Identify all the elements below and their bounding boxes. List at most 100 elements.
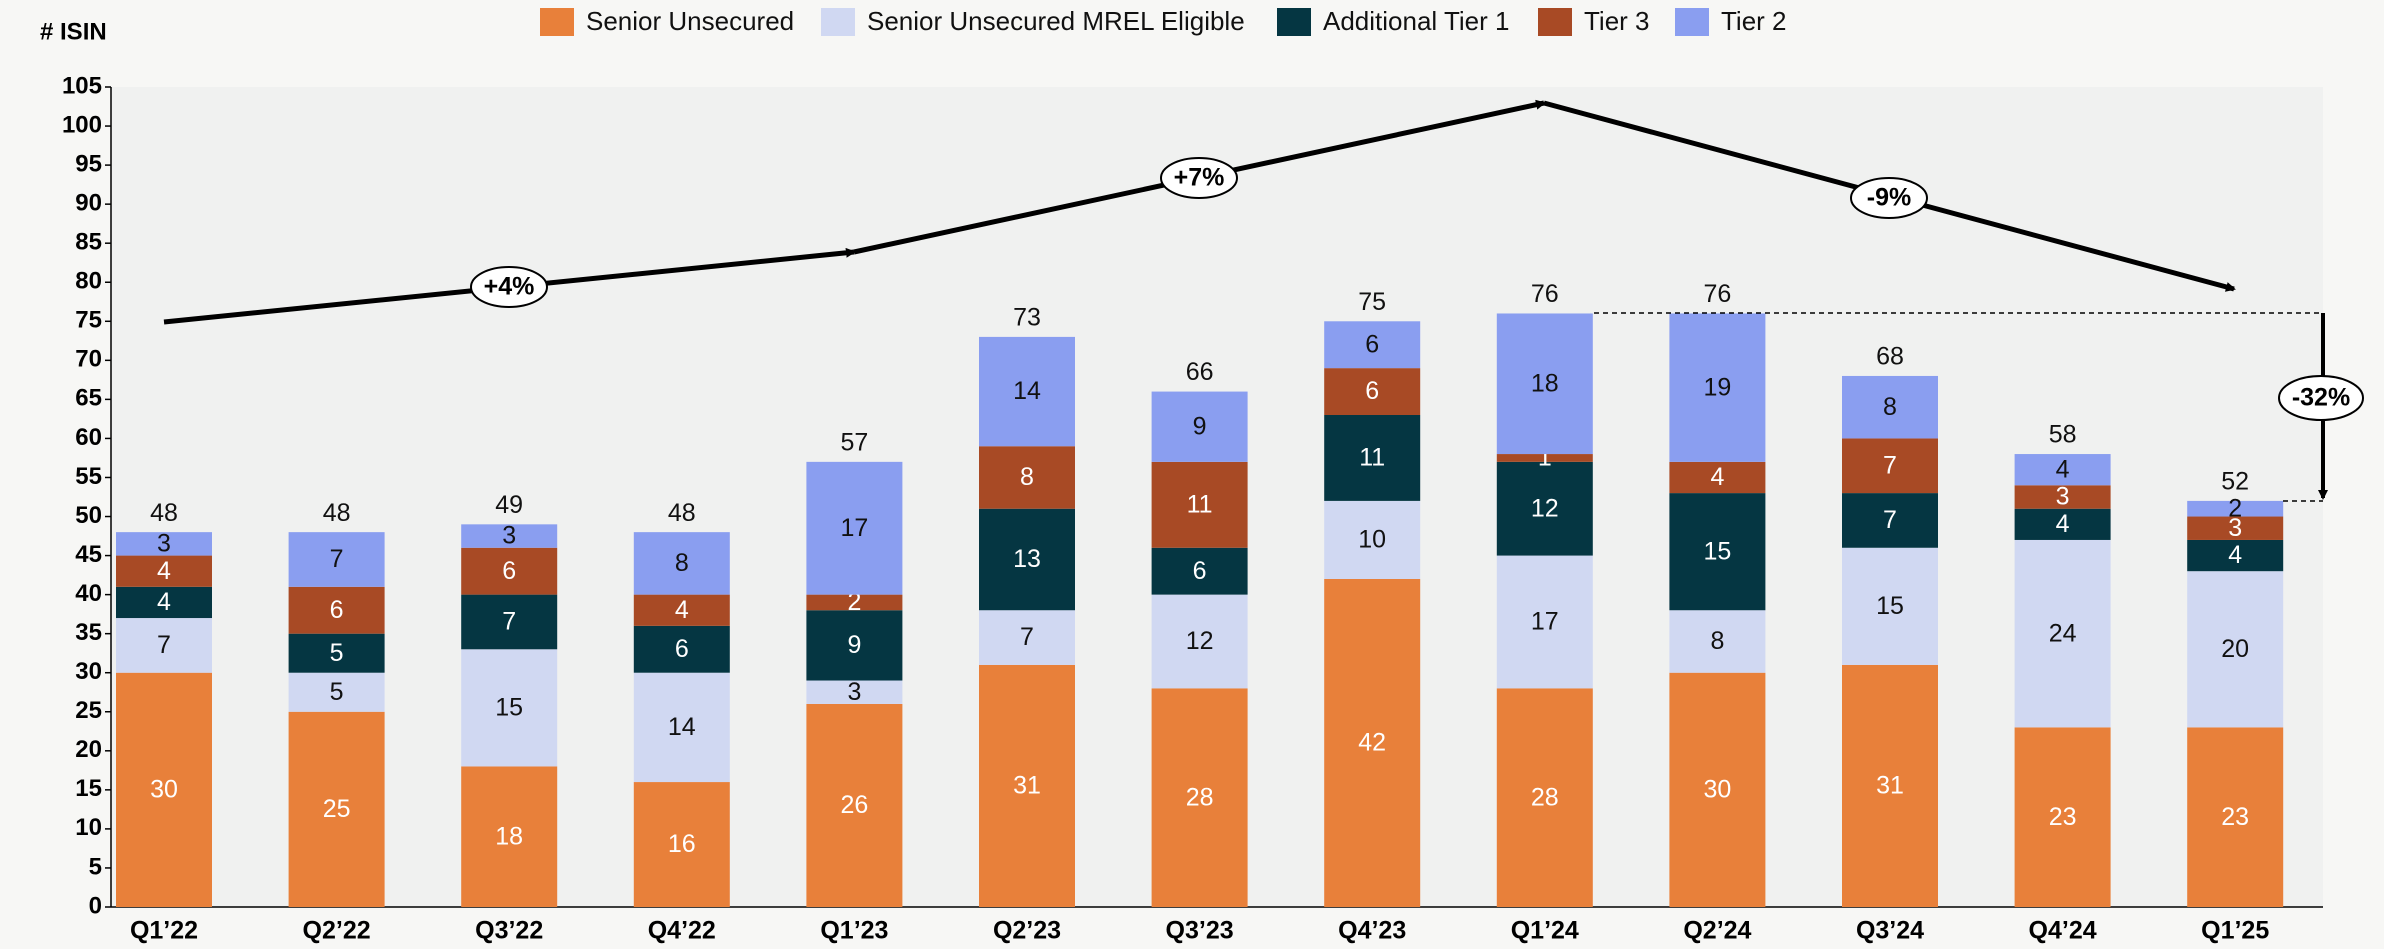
data-label: 3 [157,529,171,557]
y-tick-label: 85 [75,229,102,256]
bar-segment [116,555,212,587]
total-label: 49 [495,491,523,519]
bar-segment [288,711,385,907]
data-label: 25 [323,795,351,823]
data-label: 5 [330,678,344,706]
bubble [1850,177,1928,219]
data-label: 28 [1531,783,1559,811]
y-tick-label: 45 [75,541,102,568]
x-tick-label: Q4’23 [1338,917,1406,945]
data-label: 31 [1876,772,1904,800]
bar-segment [1842,664,1938,907]
x-tick-label: Q1’24 [1511,917,1579,945]
bar-segment [1842,493,1938,548]
y-tick-label: 25 [75,697,102,724]
bar-segment [1151,688,1248,907]
bar-segment [461,594,558,650]
data-label: 7 [1020,623,1034,651]
bar-segment [806,610,903,681]
bar-segment [1669,313,1766,462]
total-label: 73 [1013,304,1041,332]
data-label: 18 [495,822,523,850]
data-label: 19 [1703,373,1731,401]
bar-segment [633,782,730,907]
bar-segment [116,586,212,619]
data-label: 3 [2228,514,2242,542]
y-tick-label: 65 [75,385,102,412]
data-label: 3 [847,678,861,706]
bar-segment [806,703,903,907]
bar-segment [288,532,385,587]
bar-segment [2187,500,2284,517]
data-label: 4 [2228,541,2242,569]
data-label: 4 [2056,510,2070,538]
data-label: 13 [1013,545,1041,573]
bar-segment [2014,485,2111,509]
data-label: 7 [1883,451,1897,479]
legend-label: Tier 3 [1584,6,1650,36]
bar-segment [461,649,558,767]
bar-segment [461,547,558,595]
data-label: 23 [2049,803,2077,831]
bar-segment [116,672,212,907]
data-label: 9 [1193,412,1207,440]
y-tick-label: 60 [75,424,102,451]
annotation: +4% [484,273,535,301]
bubble [1160,157,1238,199]
bar-segment [1669,493,1766,611]
data-label: 7 [1883,506,1897,534]
total-label: 48 [150,499,178,527]
x-tick-label: Q2’24 [1683,917,1751,945]
bar-segment [633,625,730,673]
bar-segment [633,594,730,626]
x-tick-label: Q1’23 [820,917,888,945]
legend-swatch [540,8,574,36]
data-label: 24 [2049,619,2077,647]
y-tick-label: 75 [75,307,102,334]
y-tick-label: 55 [75,463,102,490]
data-label: 11 [1187,490,1213,518]
annotation: -9% [1867,184,1911,212]
legend-label: Senior Unsecured MREL Eligible [867,6,1245,36]
bar-segment [1496,454,1593,462]
data-label: 31 [1013,772,1041,800]
data-label: 4 [1710,463,1724,491]
y-tick-label: 95 [75,150,102,177]
x-tick-label: Q1’22 [130,917,198,945]
bubble [2278,375,2364,421]
data-label: 12 [1531,494,1559,522]
bar-segment [979,664,1075,907]
bar-segment [288,586,385,634]
data-label: 4 [157,588,171,616]
legend-swatch [1538,8,1572,36]
data-label: 8 [1020,463,1034,491]
data-label: 15 [495,693,523,721]
bar-segment [1324,579,1421,907]
data-label: 2 [2228,494,2242,522]
bar-segment [461,524,558,548]
data-label: 42 [1358,729,1386,757]
bar-segment [1496,461,1593,556]
bar-segment [1496,688,1593,907]
x-tick-label: Q3’24 [1856,917,1924,945]
total-label: 68 [1876,343,1904,371]
y-tick-label: 80 [75,268,102,295]
bar-segment [1324,500,1421,579]
y-tick-label: 5 [89,853,102,880]
data-label: 9 [847,631,861,659]
legend-swatch [821,8,855,36]
bar-segment [1496,555,1593,689]
bar-segment [979,446,1075,509]
annotation: -32% [2292,384,2350,412]
x-tick-label: Q3’23 [1166,917,1234,945]
x-tick-label: Q3’22 [475,917,543,945]
legend-label: Senior Unsecured [586,6,794,36]
data-label: 26 [840,791,868,819]
data-label: 12 [1186,627,1214,655]
x-tick-label: Q2’22 [303,917,371,945]
bar-segment [1669,672,1766,907]
data-label: 17 [1531,608,1559,636]
bar-segment [116,532,212,556]
legend-swatch [1675,8,1709,36]
bar-segment [1324,368,1421,415]
